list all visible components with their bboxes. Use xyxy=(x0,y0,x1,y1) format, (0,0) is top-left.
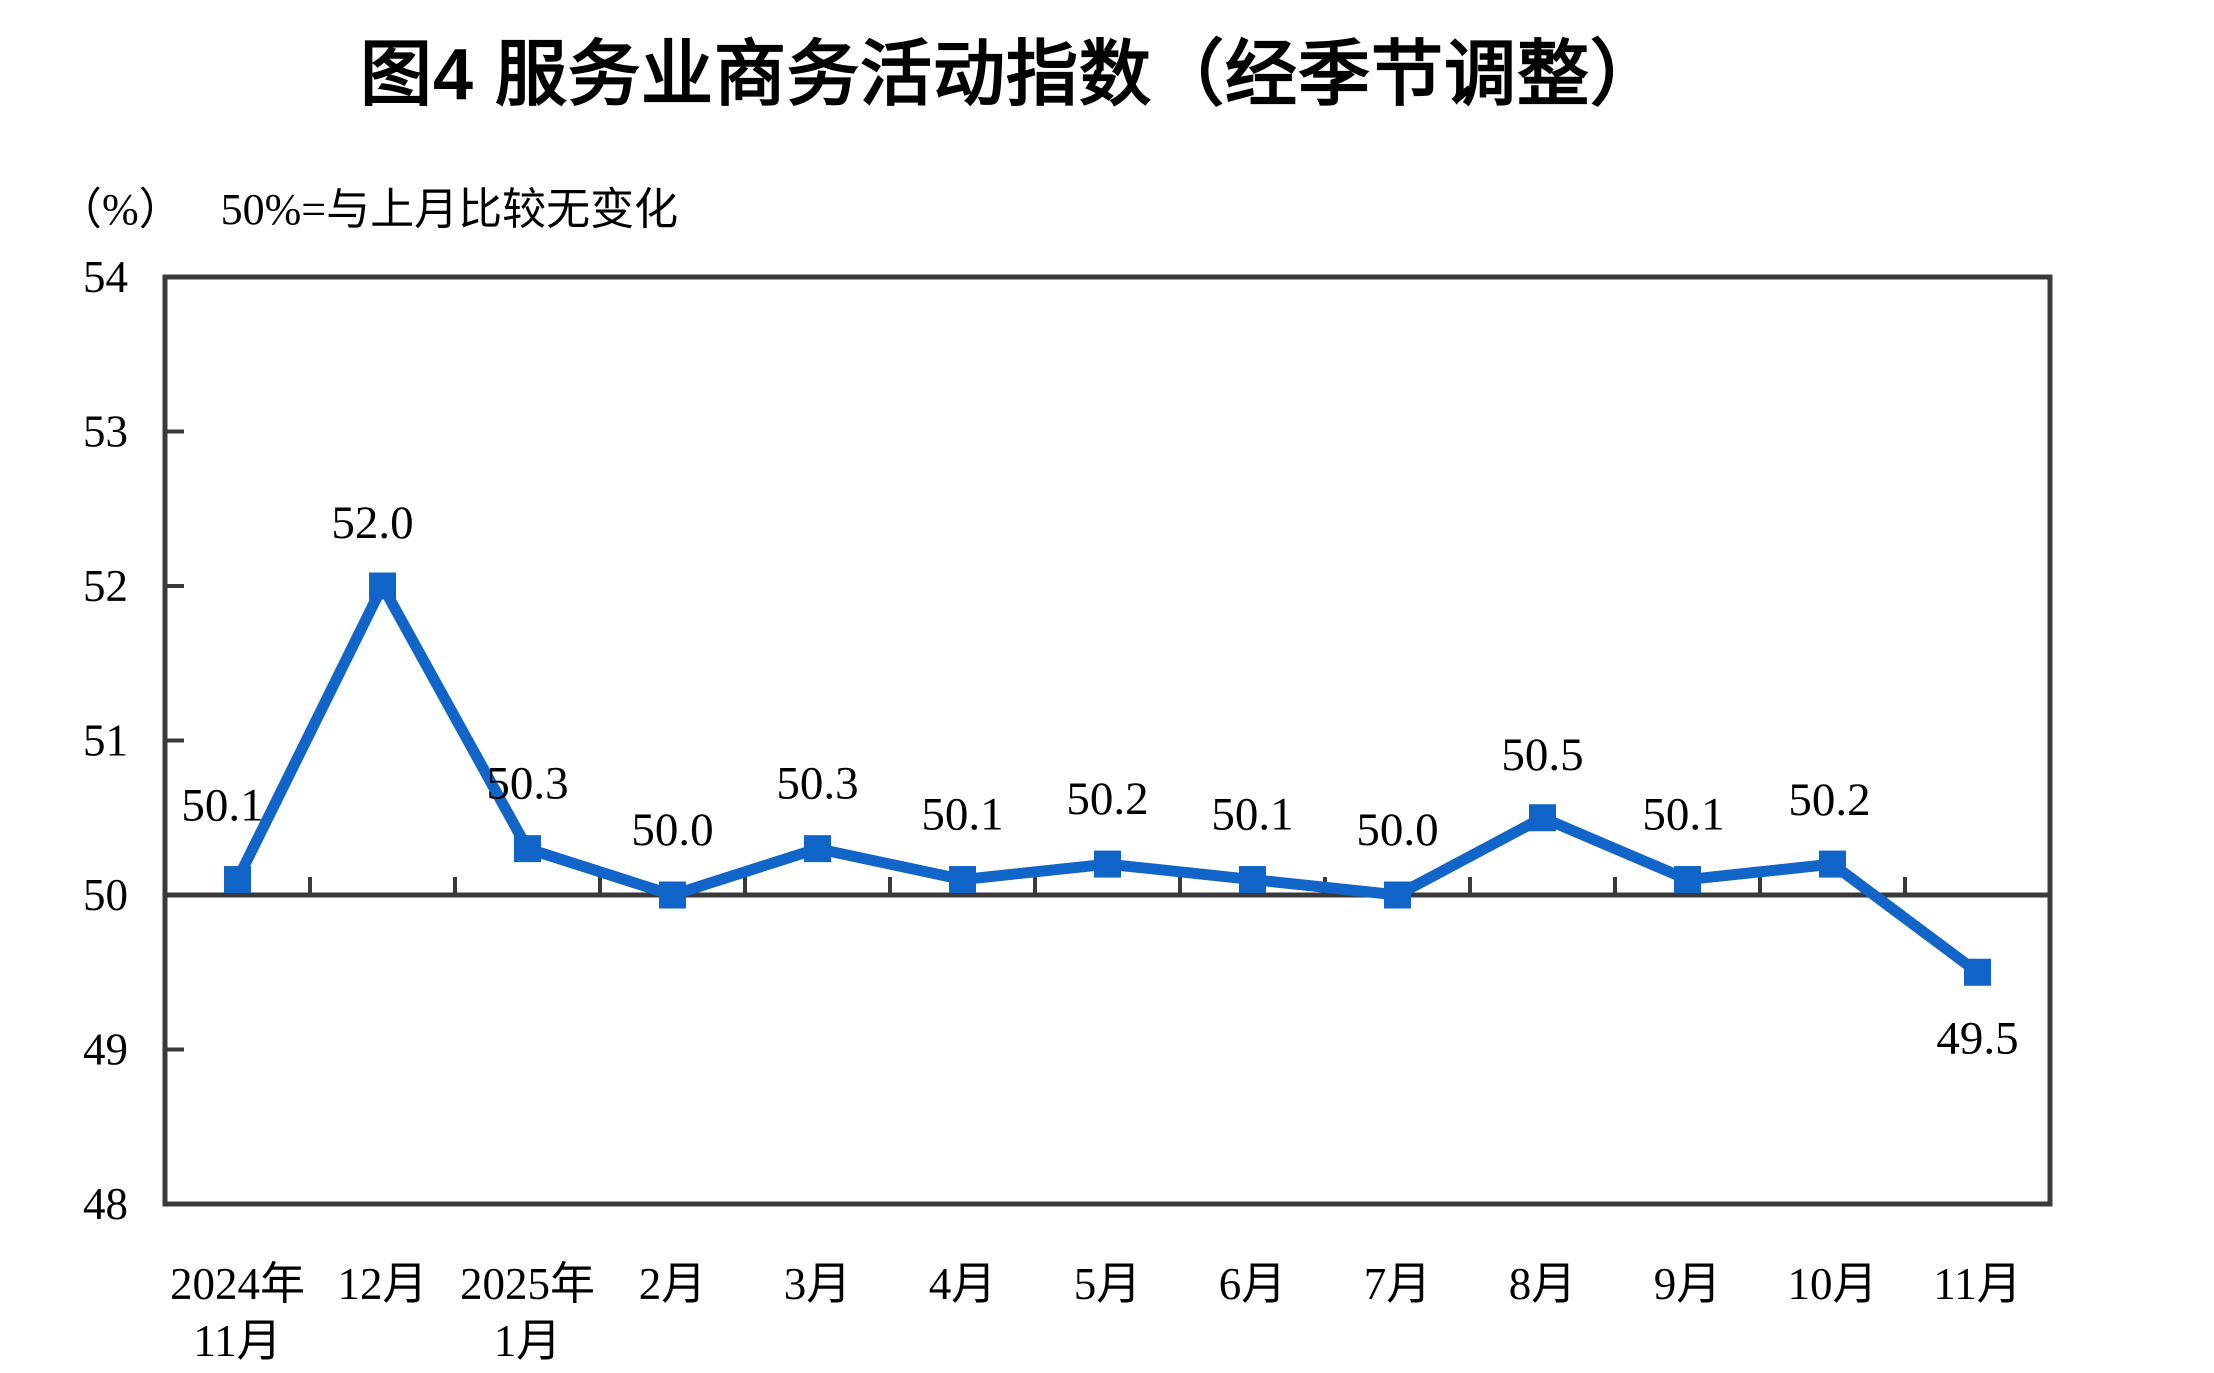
data-point-marker xyxy=(949,866,976,894)
data-point-label: 52.0 xyxy=(331,497,413,549)
data-point-label: 50.3 xyxy=(776,758,858,810)
data-point-label: 50.1 xyxy=(181,780,263,832)
x-axis-label: 2024年 11月 xyxy=(170,1259,305,1366)
data-point-marker xyxy=(1674,866,1701,894)
chart-subtitle: （%） 50%=与上月比较无变化 xyxy=(58,184,678,237)
x-axis-label: 7月 xyxy=(1364,1259,1432,1309)
data-point-label: 49.5 xyxy=(1936,1012,2018,1064)
data-point-label: 50.1 xyxy=(1211,789,1293,841)
data-point-marker xyxy=(1094,850,1121,878)
x-axis-label: 8月 xyxy=(1509,1259,1577,1309)
x-axis-label: 2025年 1月 xyxy=(460,1259,595,1366)
y-axis-label: 50 xyxy=(83,870,128,920)
data-point-label: 50.0 xyxy=(1356,804,1438,856)
y-axis-label: 53 xyxy=(83,407,128,457)
data-point-marker xyxy=(224,866,251,894)
y-axis-label: 51 xyxy=(83,716,128,766)
x-axis-label: 3月 xyxy=(784,1259,852,1309)
x-axis-label: 10月 xyxy=(1787,1259,1877,1309)
data-point-marker xyxy=(659,881,686,909)
y-axis-label: 54 xyxy=(83,252,128,302)
data-point-marker xyxy=(1964,958,1991,986)
x-axis-label: 9月 xyxy=(1654,1259,1722,1309)
y-axis-label: 52 xyxy=(83,561,128,611)
data-point-marker xyxy=(1239,866,1266,894)
data-point-label: 50.1 xyxy=(921,789,1003,841)
data-point-marker xyxy=(1819,850,1846,878)
x-axis-label: 11月 xyxy=(1933,1259,2021,1309)
plot-frame xyxy=(162,274,2053,1207)
baseline-note: 50%=与上月比较无变化 xyxy=(220,185,679,234)
data-point-marker xyxy=(804,835,831,863)
y-axis-label: 48 xyxy=(83,1179,128,1229)
data-point-label: 50.0 xyxy=(631,804,713,856)
x-axis-label: 4月 xyxy=(929,1259,997,1309)
y-axis-unit-label: （%） xyxy=(58,185,183,234)
data-point-label: 50.2 xyxy=(1066,773,1148,825)
data-point-label: 50.5 xyxy=(1501,729,1583,781)
data-point-label: 50.3 xyxy=(486,758,568,810)
x-axis-label: 5月 xyxy=(1074,1259,1142,1309)
data-point-marker xyxy=(369,572,396,600)
data-point-marker xyxy=(514,835,541,863)
y-axis-label: 49 xyxy=(83,1025,128,1075)
data-point-marker xyxy=(1384,881,1411,909)
data-point-label: 50.2 xyxy=(1788,774,1870,826)
data-point-marker xyxy=(1529,804,1556,832)
x-axis-label: 12月 xyxy=(337,1259,427,1309)
chart-title: 图4 服务业商务活动指数（经季节调整） xyxy=(360,35,1664,115)
x-axis-label: 2月 xyxy=(639,1259,707,1309)
x-axis-label: 6月 xyxy=(1219,1259,1287,1309)
data-point-label: 50.1 xyxy=(1642,789,1724,841)
